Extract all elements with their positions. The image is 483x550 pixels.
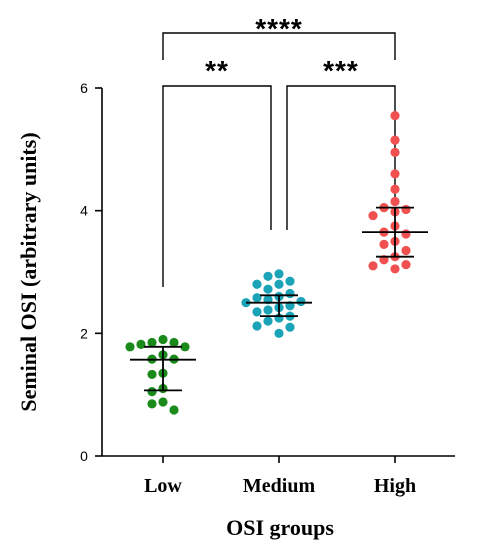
- data-point-medium: [263, 305, 273, 315]
- data-point-high: [390, 264, 400, 274]
- data-point-medium: [274, 328, 284, 338]
- data-point-low: [158, 397, 168, 407]
- data-point-medium: [274, 279, 284, 289]
- data-point-medium: [274, 269, 284, 279]
- x-tick-label: Low: [144, 475, 182, 497]
- data-point-high: [368, 261, 378, 271]
- data-point-high: [390, 184, 400, 194]
- significance-brackets: ****** ***: [162, 13, 396, 287]
- significance-bracket: [162, 85, 272, 287]
- error-bars: [130, 206, 428, 392]
- x-tick-label: High: [374, 475, 416, 497]
- data-point-high: [390, 135, 400, 145]
- x-tick-label: Medium: [243, 475, 316, 497]
- data-point-low: [158, 334, 168, 345]
- significance-label: **: [205, 55, 229, 86]
- data-point-low: [147, 337, 157, 348]
- data-point-high: [368, 210, 378, 221]
- data-point-high: [401, 204, 411, 215]
- significance-label: ***: [323, 55, 359, 86]
- significance-label: ****: [255, 13, 303, 44]
- data-point-medium: [263, 271, 273, 281]
- data-point-low: [147, 387, 157, 397]
- data-point-medium: [296, 296, 306, 307]
- data-point-medium: [252, 293, 262, 303]
- data-point-high: [401, 260, 411, 270]
- data-point-high: [390, 169, 400, 179]
- data-point-high: [379, 239, 389, 249]
- y-axis-title: Seminal OSI (arbitrary units): [16, 132, 41, 411]
- data-point-low: [169, 337, 179, 348]
- y-ticks: 0 2 4 6: [80, 80, 102, 464]
- data-point-low: [180, 342, 190, 352]
- x-axis-title: OSI groups: [226, 515, 334, 540]
- y-tick-label: 0: [80, 448, 88, 464]
- data-point-high: [390, 111, 400, 121]
- y-tick-label: 4: [80, 203, 88, 219]
- data-point-low: [147, 369, 157, 380]
- data-point-high: [401, 245, 411, 256]
- data-point-low: [147, 399, 157, 409]
- data-point-high: [390, 147, 400, 157]
- y-tick-label: 6: [80, 80, 88, 96]
- data-point-medium: [252, 321, 262, 331]
- y-tick-label: 2: [80, 325, 88, 341]
- data-point-medium: [263, 284, 273, 294]
- significance-bracket: [162, 32, 396, 60]
- data-point-low: [136, 339, 146, 349]
- data-point-medium: [285, 288, 295, 299]
- data-point-medium: [285, 322, 295, 332]
- data-point-high: [401, 229, 411, 239]
- data-point-low: [169, 405, 179, 415]
- data-point-high: [390, 196, 400, 207]
- data-points: [125, 111, 411, 415]
- data-point-medium: [252, 279, 262, 289]
- data-point-low: [125, 342, 135, 352]
- data-point-medium: [263, 316, 273, 326]
- data-point-medium: [285, 276, 295, 286]
- x-ticks: Low Medium High: [144, 456, 416, 497]
- data-point-medium: [252, 307, 262, 317]
